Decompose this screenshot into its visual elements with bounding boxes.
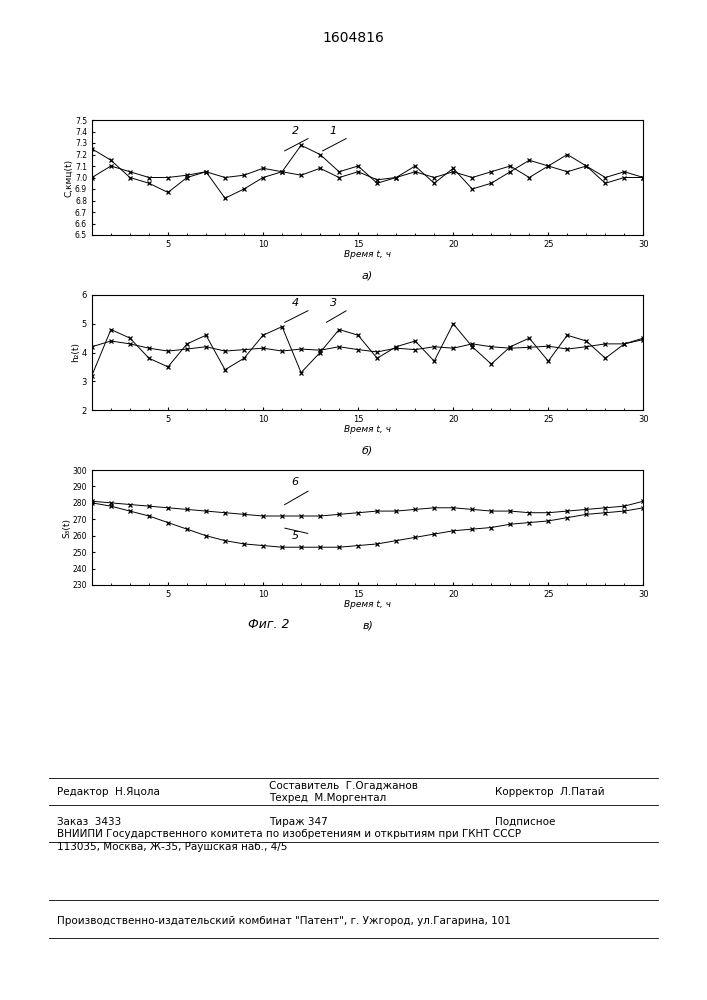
Text: Техред  М.Моргентал: Техред М.Моргентал (269, 793, 386, 803)
Text: 3: 3 (329, 298, 337, 308)
Text: 5: 5 (291, 531, 298, 541)
Text: 2: 2 (291, 126, 298, 136)
Y-axis label: S₃(t): S₃(t) (62, 518, 71, 538)
Text: Составитель  Г.Огаджанов: Составитель Г.Огаджанов (269, 781, 418, 791)
Text: 113035, Москва, Ж-35, Раушская наб., 4/5: 113035, Москва, Ж-35, Раушская наб., 4/5 (57, 842, 287, 852)
Text: Редактор  Н.Яцола: Редактор Н.Яцола (57, 787, 160, 797)
Text: а): а) (362, 271, 373, 281)
Y-axis label: C,кмц(t): C,кмц(t) (64, 158, 74, 197)
Text: Тираж 347: Тираж 347 (269, 817, 327, 827)
Text: Корректор  Л.Патай: Корректор Л.Патай (495, 787, 604, 797)
X-axis label: Время t, ч: Время t, ч (344, 425, 391, 434)
Text: б): б) (362, 446, 373, 456)
X-axis label: Время t, ч: Время t, ч (344, 600, 391, 609)
Text: в): в) (362, 621, 373, 631)
Text: Фиг. 2: Фиг. 2 (248, 618, 289, 631)
Text: ВНИИПИ Государственного комитета по изобретениям и открытиям при ГКНТ СССР: ВНИИПИ Государственного комитета по изоб… (57, 829, 520, 839)
Text: 1: 1 (329, 126, 337, 136)
Text: 4: 4 (291, 298, 298, 308)
Text: 1604816: 1604816 (322, 31, 385, 45)
X-axis label: Время t, ч: Время t, ч (344, 250, 391, 259)
Text: Производственно-издательский комбинат "Патент", г. Ужгород, ул.Гагарина, 101: Производственно-издательский комбинат "П… (57, 916, 510, 926)
Text: Заказ  3433: Заказ 3433 (57, 817, 121, 827)
Text: Подписное: Подписное (495, 817, 555, 827)
Text: 6: 6 (291, 477, 298, 487)
Y-axis label: h₂(t): h₂(t) (71, 342, 81, 362)
